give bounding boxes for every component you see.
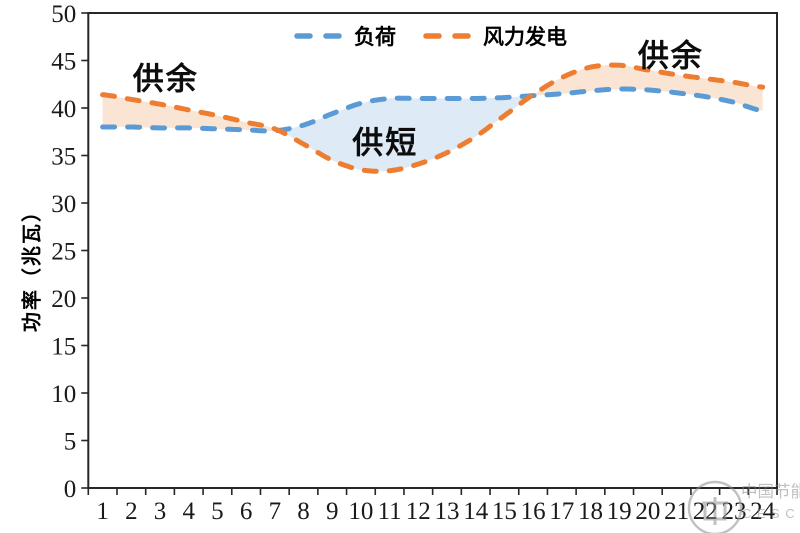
svg-text:15: 15	[51, 334, 76, 361]
svg-text:21: 21	[664, 498, 689, 525]
svg-text:5: 5	[64, 429, 77, 456]
svg-text:13: 13	[434, 498, 459, 525]
svg-text:40: 40	[51, 96, 76, 123]
annotation-surplus-right: 供余	[637, 38, 704, 74]
watermark-site-abbr: CESCN	[742, 506, 800, 521]
svg-text:50: 50	[51, 1, 76, 28]
svg-text:9: 9	[326, 498, 339, 525]
svg-text:10: 10	[348, 498, 373, 525]
svg-text:4: 4	[182, 498, 195, 525]
annotation-shortage: 供短	[352, 125, 419, 161]
annotation-surplus-left: 供余	[132, 61, 199, 97]
y-axis-title: 功率（兆瓦）	[21, 200, 44, 332]
svg-text:11: 11	[378, 498, 402, 525]
svg-text:24: 24	[750, 498, 776, 525]
watermark-site-name: 中国节能网	[741, 482, 800, 501]
svg-text:1: 1	[96, 498, 109, 525]
load-dash-sample-icon	[294, 33, 344, 39]
svg-text:0: 0	[64, 476, 77, 503]
svg-text:16: 16	[521, 498, 546, 525]
svg-text:6: 6	[240, 498, 253, 525]
svg-text:45: 45	[51, 49, 76, 76]
svg-text:3: 3	[154, 498, 167, 525]
legend-label-wind: 风力发电	[483, 26, 567, 49]
svg-text:17: 17	[549, 498, 574, 525]
svg-text:14: 14	[463, 498, 489, 525]
svg-text:19: 19	[607, 498, 632, 525]
watermark-logo-icon	[687, 480, 743, 533]
svg-text:12: 12	[406, 498, 431, 525]
svg-text:35: 35	[51, 144, 76, 171]
svg-text:10: 10	[51, 381, 76, 408]
svg-text:5: 5	[211, 498, 224, 525]
svg-text:2: 2	[125, 498, 138, 525]
legend-item-load: 负荷	[293, 21, 396, 51]
svg-text:7: 7	[269, 498, 282, 525]
wind-dash-sample-icon	[423, 33, 473, 39]
svg-text:18: 18	[578, 498, 603, 525]
legend-label-load: 负荷	[354, 26, 396, 49]
svg-text:20: 20	[51, 286, 76, 313]
site-watermark: 中国节能网 CESCN	[687, 480, 800, 533]
svg-text:25: 25	[51, 239, 76, 266]
svg-text:30: 30	[51, 191, 76, 218]
svg-text:15: 15	[492, 498, 517, 525]
legend-item-wind: 风力发电	[422, 21, 567, 51]
chart-legend: 负荷 风力发电	[293, 21, 567, 51]
svg-text:8: 8	[297, 498, 310, 525]
svg-text:20: 20	[635, 498, 660, 525]
